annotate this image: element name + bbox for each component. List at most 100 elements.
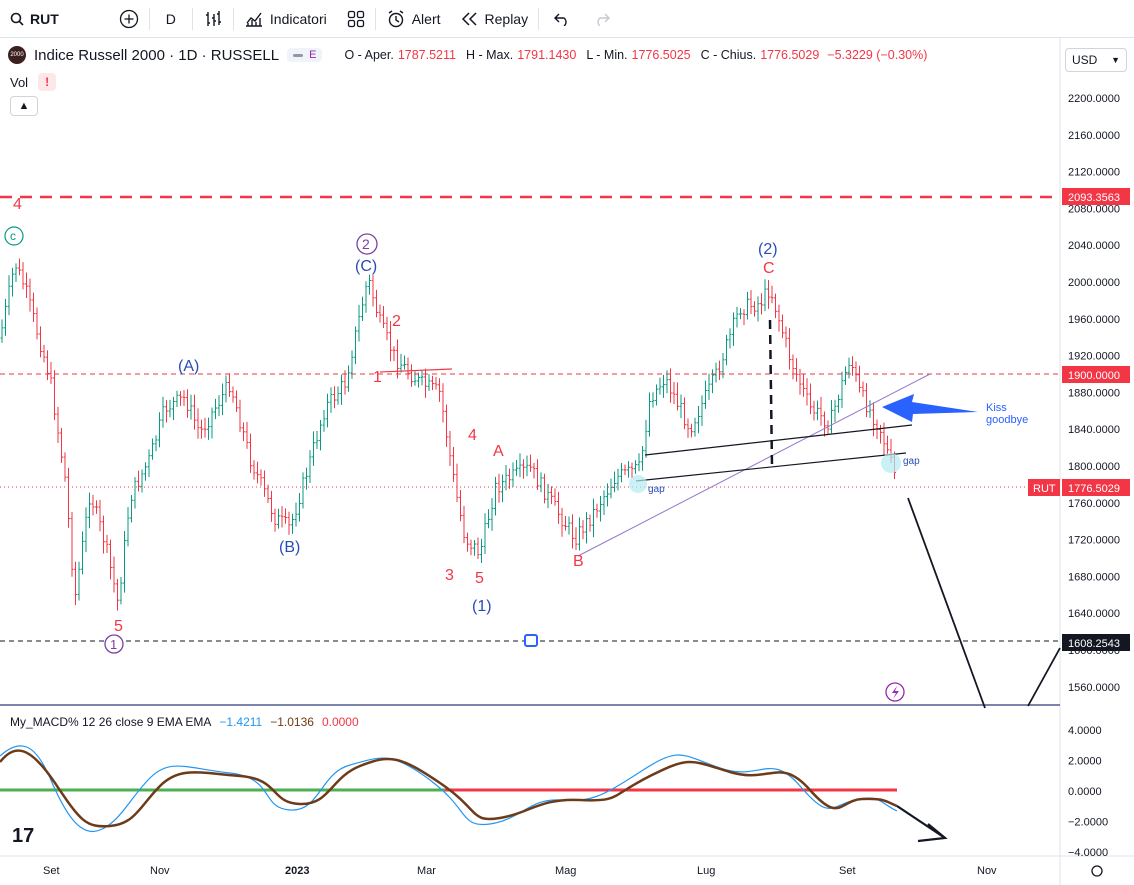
tag-support-bg: [1062, 634, 1130, 651]
price-chart[interactable]: 17 2200.00002160.00002120.00002080.00002…: [0, 38, 1134, 885]
time-tick-label: Nov: [977, 865, 997, 877]
status-letter: E: [309, 49, 317, 61]
price-tick-label: 1920.0000: [1068, 351, 1120, 363]
macd-value-3: 0.0000: [321, 715, 359, 729]
kiss-arrow: [882, 394, 978, 422]
status-pill[interactable]: E: [287, 48, 323, 62]
wave-A-red: A: [493, 443, 504, 460]
divider: [232, 7, 234, 30]
chevron-up-icon: ▲: [18, 100, 30, 112]
indicators-button[interactable]: Indicatori: [234, 0, 337, 38]
compare-button[interactable]: [109, 0, 149, 38]
wave-3-red: 3: [445, 567, 454, 584]
wave-5-red: 5: [475, 570, 484, 587]
wave-B-red: B: [573, 553, 584, 570]
tag-1900: 1900.0000: [1068, 370, 1120, 382]
tradingview-logo: 17: [12, 825, 34, 847]
wave-C-blue: (C): [355, 258, 377, 275]
symbol-title[interactable]: Indice Russell 2000 · 1D · RUSSELL: [34, 46, 280, 64]
chart-type-button[interactable]: [193, 0, 233, 38]
settings-gear-icon[interactable]: [1091, 865, 1103, 877]
wave-labels: 4 c (A) (B) 2 (C) 2 1 4 A 3 5 (1) B (2) …: [4, 196, 1028, 654]
wave-1-circle: [104, 634, 124, 654]
wave-c-circle: [4, 226, 24, 246]
wave-2-red: 2: [392, 313, 401, 330]
collapse-legend-button[interactable]: ▲: [10, 96, 38, 116]
redo-button[interactable]: [585, 0, 619, 38]
price-tick-label: 2200.0000: [1068, 93, 1120, 105]
macd-pane: 17: [0, 745, 948, 847]
interval-button[interactable]: D: [150, 0, 192, 38]
kiss-label: Kiss: [986, 402, 1007, 414]
undo-button[interactable]: [539, 0, 585, 38]
indicators-label: Indicatori: [269, 10, 327, 27]
macd-value-1: −1.4211: [219, 715, 263, 729]
tag-2093-bg: [1062, 188, 1130, 205]
close-value: 1776.5029: [760, 48, 820, 62]
channel-upper: [644, 424, 913, 456]
currency-select[interactable]: USD ▼: [1065, 48, 1127, 72]
alarm-clock-icon: [388, 9, 404, 27]
gap-label-2: gap: [903, 456, 920, 467]
time-tick-label: Set: [839, 865, 856, 877]
macd-name[interactable]: My_MACD% 12 26 close 9 EMA EMA: [10, 715, 212, 729]
layouts-button[interactable]: [337, 0, 375, 38]
volume-legend: Vol !: [10, 73, 57, 91]
gap-circle-1: [629, 475, 647, 493]
wave-1-circle-label: 1: [110, 637, 117, 652]
high-label: H - Max.: [465, 48, 514, 62]
macd-value-2: −1.0136: [270, 715, 314, 729]
purple-trendline: [577, 373, 931, 557]
price-tick-label: 1560.0000: [1068, 682, 1120, 694]
macd-line-blue: [0, 745, 898, 833]
goodbye-label: goodbye: [986, 414, 1028, 426]
time-tick-label: Nov: [150, 865, 170, 877]
wave-2-blue: (2): [758, 241, 778, 258]
tag-2093: 2093.3563: [1068, 192, 1120, 204]
top-toolbar: RUT D Indicatori Alert Replay: [0, 0, 1134, 38]
macd-tick-label: 0.0000: [1068, 786, 1102, 798]
gap-circle-2: [881, 453, 901, 473]
search-icon: [10, 12, 24, 26]
market-status-icon: [293, 53, 304, 57]
lightning-icon: [892, 686, 899, 699]
chart-legend: 2000 Indice Russell 2000 · 1D · RUSSELL …: [8, 46, 927, 64]
time-tick-label: Mar: [417, 865, 436, 877]
open-label: O - Aper.: [344, 48, 394, 62]
alert-label: Alert: [411, 10, 441, 27]
tag-rut-price: 1776.5029: [1068, 483, 1120, 495]
price-bars: [0, 258, 896, 611]
tag-rut-price-bg: [1062, 479, 1130, 496]
wave-5-red-left: 5: [114, 618, 123, 635]
warning-icon[interactable]: !: [38, 73, 57, 91]
projection-path: [907, 497, 986, 709]
volume-label[interactable]: Vol: [10, 74, 29, 90]
time-axis[interactable]: Set Nov 2023 Mar Mag Lug Set Nov: [43, 865, 997, 877]
russell-logo[interactable]: 2000: [8, 46, 26, 64]
bars-chart-icon: [205, 10, 221, 26]
macd-tick-label: 4.0000: [1068, 725, 1102, 737]
gap-label-1: gap: [648, 484, 665, 495]
price-axis[interactable]: 2200.0000 2160.0000 2120.0000 2080.0000 2040…: [1068, 93, 1120, 694]
price-tick-label: 1640.0000: [1068, 608, 1120, 620]
symbol-label: RUT: [30, 10, 59, 27]
wave-C-red: C: [763, 260, 775, 277]
price-tick-label: 1880.0000: [1068, 387, 1120, 399]
wave-A-blue: (A): [178, 358, 199, 375]
close-label: C - Chius.: [700, 48, 757, 62]
low-value: 1776.5025: [631, 48, 691, 62]
wave-1-red: 1: [373, 369, 382, 386]
price-tick-label: 1960.0000: [1068, 314, 1120, 326]
alert-button[interactable]: Alert: [376, 0, 451, 38]
divider: [148, 7, 150, 30]
interval-label: D: [165, 10, 176, 27]
price-tick-label: 1840.0000: [1068, 424, 1120, 436]
macd-axis[interactable]: 4.0000 2.0000 0.0000 −2.0000 −4.0000: [1068, 725, 1108, 859]
high-value: 1791.1430: [517, 48, 577, 62]
red-level-segment: [379, 368, 453, 373]
symbol-search[interactable]: RUT: [0, 0, 69, 38]
undo-icon: [554, 13, 567, 26]
replay-button[interactable]: Replay: [451, 0, 539, 38]
tag-support: 1608.2543: [1068, 638, 1120, 650]
change-value: −5.3229 (−0.30%): [827, 48, 928, 62]
